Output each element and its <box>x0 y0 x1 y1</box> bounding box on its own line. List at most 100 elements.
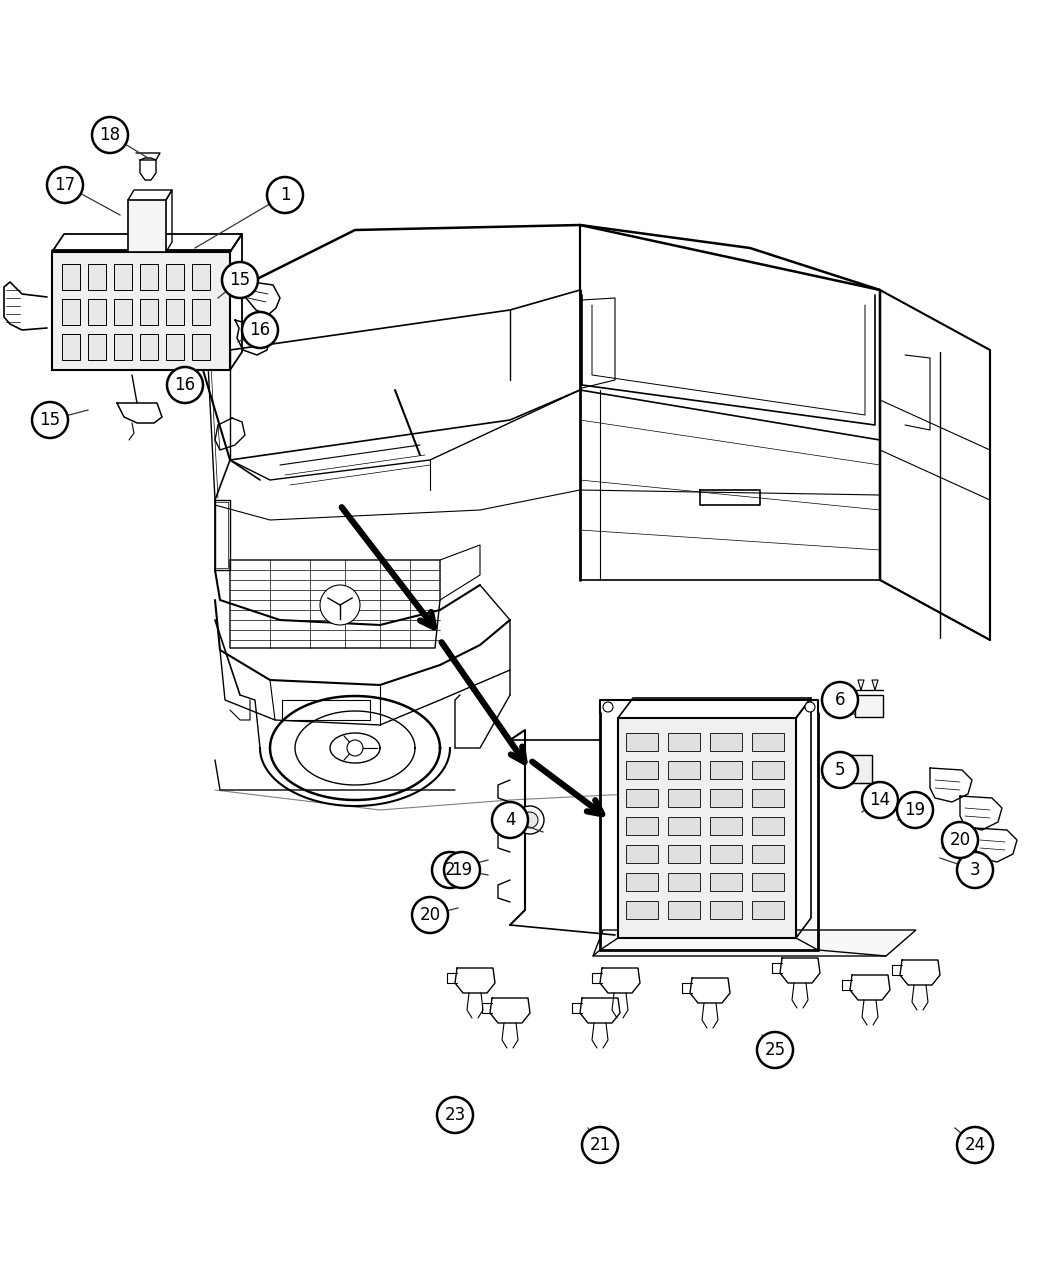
Circle shape <box>267 177 303 213</box>
Text: 25: 25 <box>764 1040 785 1060</box>
Circle shape <box>437 1096 472 1133</box>
Bar <box>88 300 106 325</box>
Bar <box>62 264 80 289</box>
Circle shape <box>822 682 858 718</box>
Text: 19: 19 <box>904 801 925 819</box>
Bar <box>192 264 210 289</box>
Bar <box>752 901 784 919</box>
Text: 18: 18 <box>100 126 121 144</box>
Bar <box>52 252 230 370</box>
Circle shape <box>444 852 480 887</box>
Bar <box>626 817 658 835</box>
Text: 5: 5 <box>835 761 845 779</box>
Bar <box>626 873 658 891</box>
Bar <box>166 264 184 289</box>
Circle shape <box>432 852 468 887</box>
Bar <box>626 789 658 807</box>
Circle shape <box>320 585 360 625</box>
Bar <box>62 300 80 325</box>
Bar <box>192 334 210 360</box>
Bar <box>752 845 784 863</box>
Circle shape <box>957 1127 993 1163</box>
Bar <box>710 901 742 919</box>
Circle shape <box>942 822 978 858</box>
Bar <box>114 300 132 325</box>
Bar <box>668 873 700 891</box>
Bar <box>668 845 700 863</box>
Circle shape <box>47 167 83 203</box>
Bar <box>855 695 883 717</box>
Text: 20: 20 <box>949 831 970 849</box>
Bar <box>752 761 784 779</box>
Bar <box>62 334 80 360</box>
Circle shape <box>346 740 363 756</box>
Circle shape <box>92 117 128 153</box>
Bar <box>140 300 158 325</box>
Bar <box>88 334 106 360</box>
Bar <box>710 845 742 863</box>
Bar <box>88 264 106 289</box>
Bar <box>752 873 784 891</box>
Circle shape <box>242 312 278 348</box>
Bar <box>752 733 784 751</box>
Polygon shape <box>593 929 916 956</box>
Bar <box>752 789 784 807</box>
Text: 3: 3 <box>970 861 981 878</box>
Bar <box>626 901 658 919</box>
Text: 6: 6 <box>835 691 845 709</box>
Bar <box>668 789 700 807</box>
Circle shape <box>582 1127 618 1163</box>
Text: 15: 15 <box>40 411 61 428</box>
Circle shape <box>805 703 815 711</box>
Bar <box>166 334 184 360</box>
Bar <box>626 733 658 751</box>
Circle shape <box>957 852 993 887</box>
Bar <box>140 334 158 360</box>
Bar <box>668 733 700 751</box>
Bar <box>166 300 184 325</box>
Text: 14: 14 <box>869 790 890 810</box>
Bar <box>626 845 658 863</box>
Circle shape <box>897 792 933 827</box>
Bar <box>618 718 796 938</box>
Circle shape <box>32 402 68 439</box>
Bar <box>710 761 742 779</box>
Circle shape <box>757 1031 793 1068</box>
Circle shape <box>822 752 858 788</box>
Circle shape <box>492 802 528 838</box>
Bar <box>114 334 132 360</box>
Bar <box>114 264 132 289</box>
Text: 16: 16 <box>174 376 195 394</box>
Text: 17: 17 <box>55 176 76 194</box>
Circle shape <box>522 812 538 827</box>
Text: 1: 1 <box>279 186 290 204</box>
Circle shape <box>516 806 544 834</box>
Text: 19: 19 <box>452 861 472 878</box>
Bar <box>626 761 658 779</box>
Bar <box>710 789 742 807</box>
Text: 20: 20 <box>419 907 441 924</box>
Bar <box>710 733 742 751</box>
Bar <box>140 264 158 289</box>
Text: 24: 24 <box>965 1136 986 1154</box>
Bar <box>192 300 210 325</box>
Bar <box>668 817 700 835</box>
Bar <box>668 901 700 919</box>
Circle shape <box>603 703 613 711</box>
Text: 21: 21 <box>589 1136 611 1154</box>
Text: 23: 23 <box>444 1105 465 1125</box>
Circle shape <box>167 367 203 403</box>
Circle shape <box>412 898 448 933</box>
Text: 4: 4 <box>505 811 516 829</box>
Text: 16: 16 <box>250 321 271 339</box>
Circle shape <box>862 782 898 819</box>
Bar <box>752 817 784 835</box>
Bar <box>668 761 700 779</box>
Bar <box>710 817 742 835</box>
Bar <box>710 873 742 891</box>
Bar <box>128 200 166 252</box>
Circle shape <box>222 261 258 298</box>
Text: 15: 15 <box>230 272 251 289</box>
Text: 2: 2 <box>445 861 456 878</box>
Bar <box>840 755 871 783</box>
